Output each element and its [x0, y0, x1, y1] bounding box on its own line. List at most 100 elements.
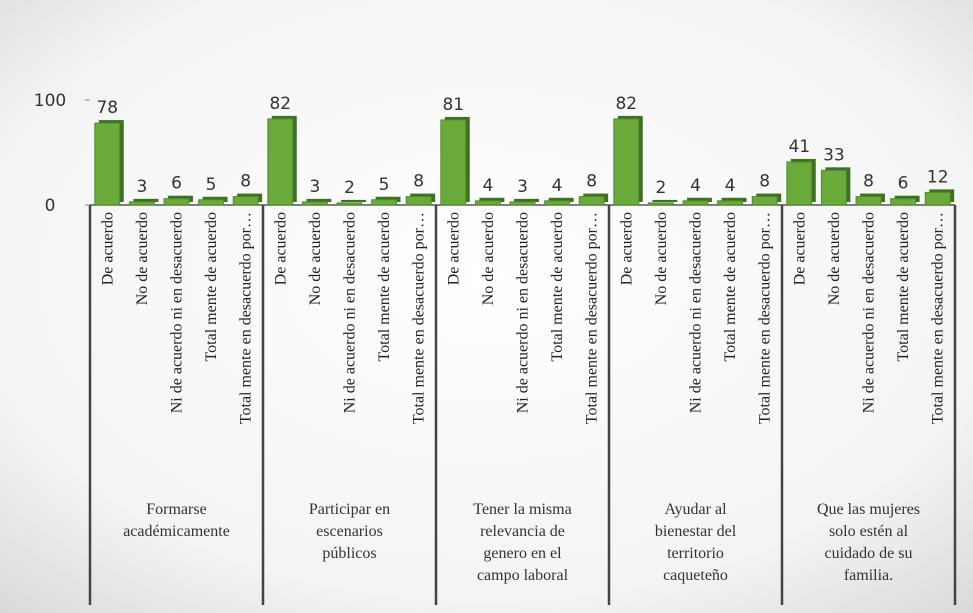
- value-label: 4: [552, 176, 563, 196]
- x-tick-label: Ni de acuerdo ni en desacuerdo: [688, 212, 705, 413]
- x-tick-label: De acuerdo: [272, 212, 289, 285]
- x-tick-label: No de acuerdo: [653, 212, 670, 305]
- x-tick-label: Total mente de acuerdo: [376, 212, 393, 361]
- bar: [267, 118, 294, 206]
- x-tick-label: Total mente en desacuerdo por…: [757, 212, 774, 424]
- bar: [509, 201, 536, 206]
- x-tick-label: Total mente en desacuerdo por…: [411, 212, 428, 424]
- group-label: familia.: [844, 567, 893, 584]
- x-tick-label: Ni de acuerdo ni en desacuerdo: [342, 212, 359, 413]
- group-label: relevancia de: [480, 523, 565, 540]
- bar: [717, 200, 744, 206]
- group-label: públicos: [322, 545, 376, 562]
- bar: [371, 199, 398, 206]
- x-tick-label: Total mente de acuerdo: [203, 212, 220, 361]
- x-tick-label: De acuerdo: [445, 212, 462, 285]
- y-tick-label: 0: [45, 196, 56, 216]
- value-label: 12: [927, 167, 949, 187]
- bar: [198, 199, 225, 206]
- x-tick-label: De acuerdo: [99, 212, 116, 285]
- bar: [613, 118, 640, 206]
- value-label: 8: [240, 172, 251, 192]
- bar-side: [548, 197, 574, 202]
- group-label: genero en el: [483, 545, 562, 562]
- bar-side: [133, 198, 159, 202]
- value-label: 78: [96, 98, 118, 118]
- x-tick-label: Ni de acuerdo ni en desacuerdo: [515, 212, 532, 413]
- bar-side: [306, 198, 332, 202]
- bar: [474, 200, 501, 206]
- group-label: Ayudar al: [664, 501, 727, 518]
- value-label: 4: [725, 176, 736, 196]
- bar-side: [652, 199, 678, 202]
- group-label: escenarios: [316, 523, 383, 540]
- group-label: bienestar del: [655, 523, 737, 540]
- bar: [924, 191, 951, 206]
- bar: [578, 196, 605, 206]
- value-label: 8: [413, 172, 424, 192]
- bar-side: [341, 199, 366, 202]
- bar: [647, 202, 674, 206]
- x-tick-label: Total mente en desacuerdo por…: [238, 212, 255, 424]
- x-tick-label: No de acuerdo: [134, 212, 151, 305]
- group-label: campo laboral: [477, 567, 569, 584]
- x-tick-label: Total mente en desacuerdo por…: [584, 212, 601, 424]
- value-label: 8: [863, 172, 874, 192]
- bar: [890, 198, 917, 206]
- value-label: 82: [615, 94, 637, 114]
- x-tick-label: De acuerdo: [791, 212, 808, 285]
- x-tick-label: Total mente de acuerdo: [549, 212, 566, 361]
- bar: [405, 196, 432, 206]
- group-label: solo estén al: [829, 523, 909, 540]
- value-label: 2: [655, 178, 666, 198]
- bar-side: [514, 198, 539, 202]
- x-tick-label: No de acuerdo: [826, 212, 843, 305]
- x-tick-label: Total mente de acuerdo: [895, 212, 912, 361]
- value-label: 82: [269, 94, 291, 114]
- value-label: 3: [517, 177, 528, 197]
- bar-side: [479, 197, 505, 202]
- group-label: cuidado de su: [825, 545, 913, 562]
- group-label: Tener la misma: [473, 501, 571, 518]
- bar: [94, 122, 121, 206]
- bar: [855, 196, 882, 206]
- x-tick-label: No de acuerdo: [480, 212, 497, 305]
- group-label: caqueteño: [663, 567, 728, 584]
- x-tick-label: Ni de acuerdo ni en desacuerdo: [169, 212, 186, 413]
- bar: [440, 119, 467, 206]
- bar: [751, 196, 778, 206]
- x-tick-label: Total mente en desacuerdo por…: [930, 212, 947, 424]
- bar: [163, 198, 190, 206]
- group-label: territorio: [667, 545, 724, 562]
- x-tick-label: De acuerdo: [618, 212, 635, 285]
- value-label: 2: [344, 178, 355, 198]
- bar: [232, 196, 259, 206]
- bar: [301, 201, 328, 206]
- value-label: 8: [759, 172, 770, 192]
- value-label: 6: [898, 174, 909, 194]
- bar: [820, 169, 847, 206]
- y-tick-label: 100: [34, 91, 66, 111]
- x-tick-label: Total mente de acuerdo: [722, 212, 739, 361]
- group-label: Formarse: [146, 501, 206, 518]
- value-label: 3: [136, 177, 147, 197]
- value-label: 33: [823, 145, 845, 165]
- bar: [336, 202, 363, 206]
- x-tick-label: Ni de acuerdo ni en desacuerdo: [861, 212, 878, 413]
- bar: [786, 161, 813, 206]
- value-label: 5: [206, 175, 217, 195]
- value-label: 4: [690, 176, 701, 196]
- group-label: Que las mujeres: [817, 501, 920, 518]
- bar: [544, 200, 571, 206]
- bar: [682, 200, 709, 206]
- value-label: 41: [788, 137, 810, 157]
- value-label: 6: [171, 174, 182, 194]
- group-label: académicamente: [123, 523, 230, 540]
- value-label: 8: [586, 172, 597, 192]
- value-label: 81: [442, 95, 464, 115]
- bar: [128, 201, 155, 206]
- value-label: 4: [482, 176, 493, 196]
- value-label: 5: [379, 175, 390, 195]
